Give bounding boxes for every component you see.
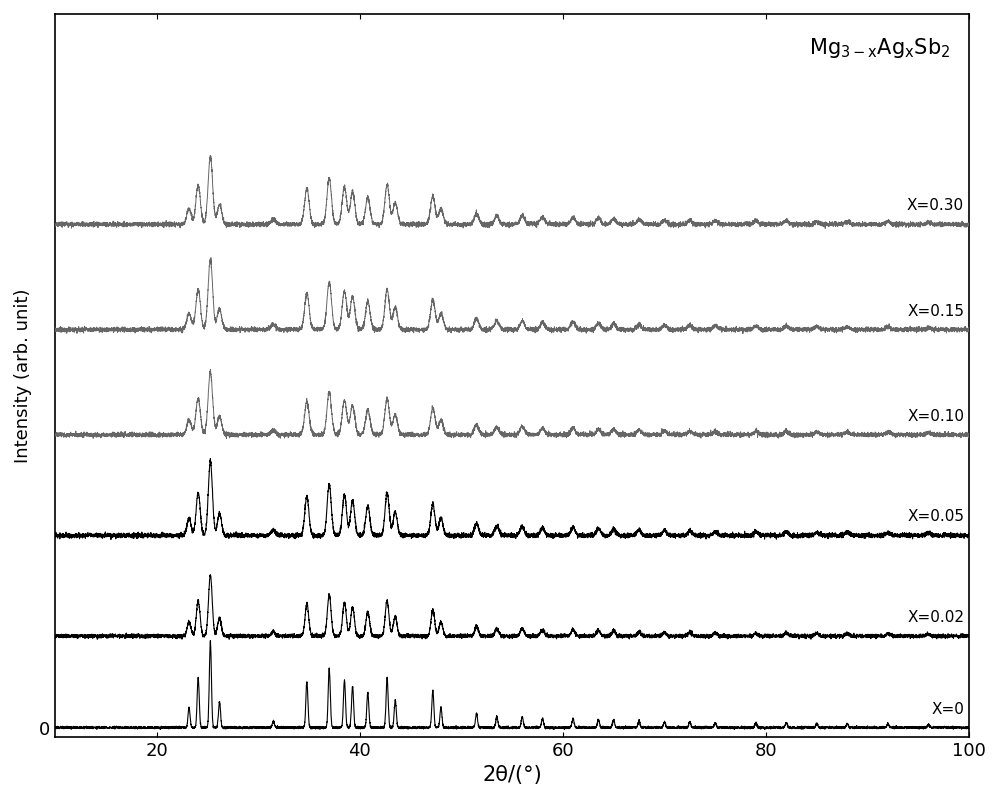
Text: X=0.15: X=0.15 (907, 304, 964, 319)
Text: X=0.30: X=0.30 (907, 198, 964, 213)
Text: X=0.02: X=0.02 (907, 610, 964, 625)
Text: X=0.10: X=0.10 (907, 409, 964, 423)
X-axis label: 2θ/(°): 2θ/(°) (482, 765, 542, 785)
Text: $\mathregular{Mg_{3-x}Ag_xSb_2}$: $\mathregular{Mg_{3-x}Ag_xSb_2}$ (809, 36, 951, 60)
Y-axis label: Intensity (arb. unit): Intensity (arb. unit) (14, 288, 32, 463)
Text: X=0: X=0 (931, 702, 964, 717)
Text: X=0.05: X=0.05 (907, 510, 964, 524)
